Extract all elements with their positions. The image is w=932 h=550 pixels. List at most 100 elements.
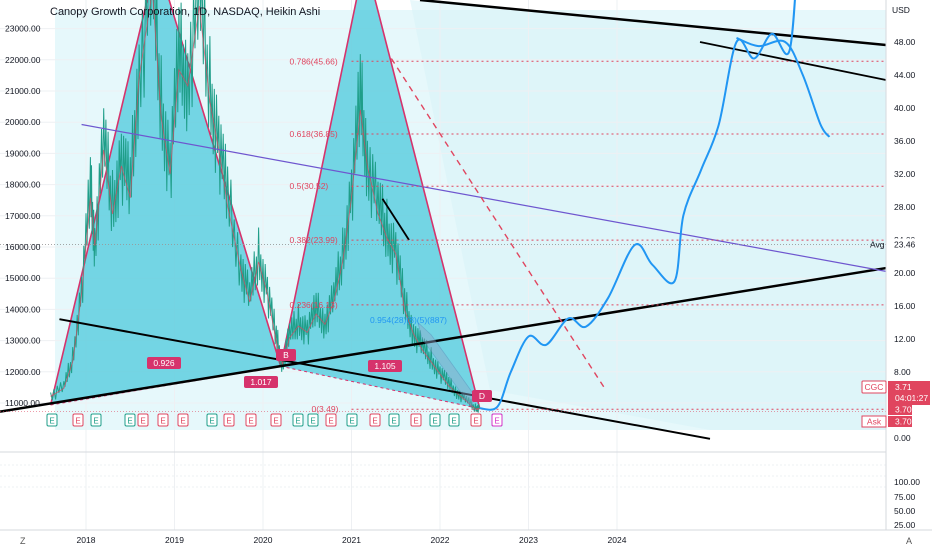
left-axis-tick: 16000.00 bbox=[5, 242, 41, 252]
time-axis-tick: 2022 bbox=[431, 535, 450, 545]
heikin-ashi-series bbox=[50, 0, 480, 413]
earnings-marker-letter: E bbox=[127, 417, 132, 426]
time-axis-tick: 2024 bbox=[608, 535, 627, 545]
auto-scale-button[interactable]: A bbox=[906, 536, 913, 546]
right-axis-tick: 0.00 bbox=[894, 433, 911, 443]
volume-axis-tick: 100.00 bbox=[894, 477, 920, 487]
earnings-marker-letter: E bbox=[473, 417, 478, 426]
earnings-marker-letter: E bbox=[209, 417, 214, 426]
right-axis-tick: 48.00 bbox=[894, 37, 916, 47]
left-axis-tick: 20000.00 bbox=[5, 117, 41, 127]
time-axis-tick: 2018 bbox=[77, 535, 96, 545]
right-axis-tick: 8.00 bbox=[894, 367, 911, 377]
heikin-ashi-series-down bbox=[50, 0, 480, 410]
right-axis-tick: 44.00 bbox=[894, 70, 916, 80]
ask-bg bbox=[888, 416, 912, 427]
right-axis-tick: 36.00 bbox=[894, 136, 916, 146]
right-axis-tick: 40.00 bbox=[894, 103, 916, 113]
time-axis-tick: 2020 bbox=[254, 535, 273, 545]
ask-price: 3.70 bbox=[895, 417, 912, 427]
symbol-tag: CGC bbox=[865, 382, 884, 392]
wedge-ratio-label: 0.954(28)(8)(5)(887) bbox=[370, 315, 447, 325]
ask-tag-bg bbox=[861, 415, 887, 428]
earnings-marker-letter: E bbox=[372, 417, 377, 426]
time-axis-tick: 2023 bbox=[519, 535, 538, 545]
ratio-badge-bd: 1.105 bbox=[374, 361, 396, 371]
earnings-marker bbox=[307, 413, 319, 427]
projection-path bbox=[479, 0, 831, 411]
left-axis-tick: 18000.00 bbox=[5, 180, 41, 190]
right-axis-tick: 20.00 bbox=[894, 268, 916, 278]
earnings-marker bbox=[325, 413, 337, 427]
last-price-bg bbox=[888, 381, 930, 405]
earnings-marker bbox=[46, 413, 58, 427]
time-axis-tick: 2021 bbox=[342, 535, 361, 545]
left-axis-tick: 21000.00 bbox=[5, 86, 41, 96]
earnings-marker-letter: E bbox=[310, 417, 315, 426]
fib-label: 0.236(16.13) bbox=[290, 300, 338, 310]
trend-lines bbox=[0, 0, 887, 440]
right-axis-tick: 16.00 bbox=[894, 301, 916, 311]
right-axis-tick: 32.00 bbox=[894, 169, 916, 179]
bar-countdown: 04:01:27 bbox=[895, 393, 928, 403]
earnings-marker-letter: E bbox=[451, 417, 456, 426]
avg-value-bg bbox=[888, 238, 920, 251]
earnings-marker-letter: E bbox=[349, 417, 354, 426]
earnings-marker bbox=[470, 413, 482, 427]
currency-label: USD bbox=[892, 5, 910, 15]
point-b-label-bg bbox=[276, 349, 296, 361]
earnings-marker-letter: E bbox=[140, 417, 145, 426]
volume-axis-tick: 50.00 bbox=[894, 506, 916, 516]
earnings-marker bbox=[124, 413, 136, 427]
earnings-marker bbox=[346, 413, 358, 427]
ratio-badge-xb-bg bbox=[147, 357, 181, 369]
ratio-badges: 0.926 1.017 1.105 0.954(28)(8)(5)(887) B D bbox=[147, 315, 492, 402]
earnings-marker-letter: E bbox=[273, 417, 278, 426]
right-axis-tick: 28.00 bbox=[894, 202, 916, 212]
left-axis-tick: 14000.00 bbox=[5, 304, 41, 314]
left-axis-tick: 22000.00 bbox=[5, 55, 41, 65]
left-axis-tick: 13000.00 bbox=[5, 336, 41, 346]
time-axis-tick: 2019 bbox=[165, 535, 184, 545]
earnings-marker bbox=[410, 413, 422, 427]
left-axis-tick: 15000.00 bbox=[5, 273, 41, 283]
fib-label: 0.786(45.66) bbox=[290, 56, 338, 66]
ratio-badge-xb: 0.926 bbox=[153, 358, 175, 368]
right-axis-tick: 12.00 bbox=[894, 334, 916, 344]
timezone-button[interactable]: Z bbox=[20, 536, 26, 546]
earnings-marker-letter: E bbox=[226, 417, 231, 426]
ratio-badge-xd: 1.017 bbox=[250, 377, 272, 387]
bid-bg bbox=[888, 404, 912, 415]
earnings-marker bbox=[177, 413, 189, 427]
support-trendline bbox=[0, 266, 887, 413]
left-axis-tick: 12000.00 bbox=[5, 367, 41, 377]
earnings-marker bbox=[206, 413, 218, 427]
xab-triangle bbox=[50, 0, 281, 405]
fib-label: 0.382(23.99) bbox=[290, 235, 338, 245]
earnings-marker bbox=[448, 413, 460, 427]
earnings-marker bbox=[270, 413, 282, 427]
fib-label: 0(3.49) bbox=[312, 404, 339, 414]
point-d-label: D bbox=[479, 391, 485, 401]
earnings-marker bbox=[388, 413, 400, 427]
earnings-marker-letter: E bbox=[248, 417, 253, 426]
avg-label: Avg bbox=[870, 239, 885, 249]
earnings-marker-letter: E bbox=[180, 417, 185, 426]
earnings-marker bbox=[245, 413, 257, 427]
earnings-marker bbox=[137, 413, 149, 427]
earnings-marker-letter: E bbox=[413, 417, 418, 426]
ratio-badge-bd-bg bbox=[368, 360, 402, 372]
chart-title: Canopy Growth Corporation, 1D, NASDAQ, H… bbox=[50, 6, 321, 18]
last-price: 3.71 bbox=[895, 382, 912, 392]
earnings-marker-letter: E bbox=[432, 417, 437, 426]
projection-curve-2 bbox=[736, 36, 831, 138]
earnings-marker bbox=[72, 413, 84, 427]
bid-price: 3.70 bbox=[895, 405, 912, 415]
earnings-markers: EEEEEEEEEEEEEEEEEEEEEEE bbox=[46, 413, 503, 427]
avg-value: 23.46 bbox=[894, 239, 916, 249]
projection-curve bbox=[479, 0, 796, 411]
earnings-marker-letter: E bbox=[328, 417, 333, 426]
price-series bbox=[50, 0, 480, 413]
